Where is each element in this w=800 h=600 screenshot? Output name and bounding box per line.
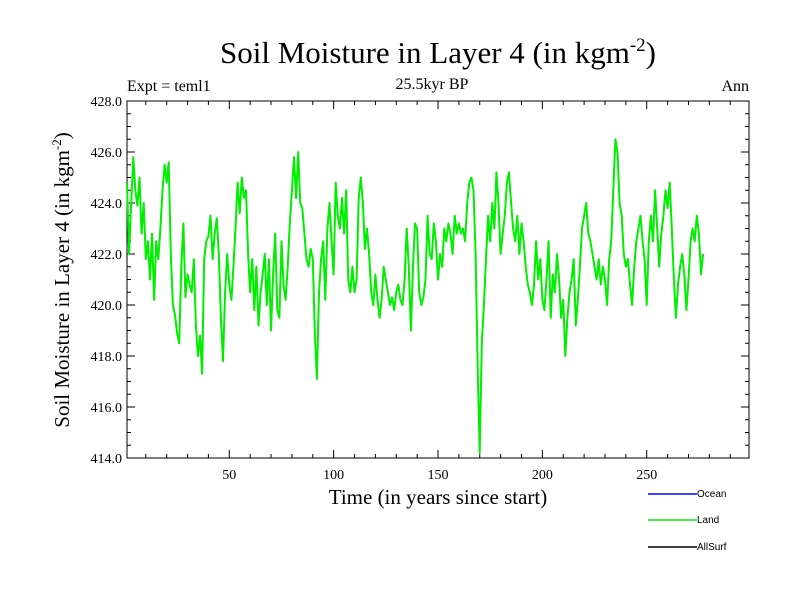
series-line-land xyxy=(126,138,705,454)
title-close: ) xyxy=(646,35,656,70)
x-tick-label: 200 xyxy=(532,468,553,483)
ylabel-close: ) xyxy=(50,132,74,139)
y-tick-label: 420.0 xyxy=(91,299,123,314)
y-axis-label: Soil Moisture in Layer 4 (in kgm-2) xyxy=(49,132,74,427)
x-tick-label: 100 xyxy=(323,468,344,483)
legend-label-ocean: Ocean xyxy=(697,489,726,500)
ylabel-main: Soil Moisture in Layer 4 (in kgm xyxy=(50,150,74,428)
y-tick-label: 416.0 xyxy=(91,401,123,416)
y-tick-label: 424.0 xyxy=(91,197,123,212)
x-axis-label: Time (in years since start) xyxy=(329,485,548,509)
chart-title: Soil Moisture in Layer 4 (in kgm-2) xyxy=(220,35,656,70)
y-tick-label: 422.0 xyxy=(91,248,123,263)
x-axis-ticks: 50 100 150 200 250 xyxy=(145,101,731,483)
period-label: Ann xyxy=(721,78,749,95)
ylabel-superscript: -2 xyxy=(49,139,64,150)
y-tick-label: 418.0 xyxy=(91,350,123,365)
legend: Ocean Land AllSurf xyxy=(648,489,727,553)
y-axis-ticks: 414.0 416.0 418.0 420.0 422.0 424.0 426.0 428.0 xyxy=(91,95,749,467)
x-tick-label: 150 xyxy=(428,468,449,483)
y-tick-label: 414.0 xyxy=(91,452,123,467)
legend-label-allsurf: AllSurf xyxy=(697,542,727,553)
chart-subtitle: 25.5kyr BP xyxy=(396,76,469,93)
experiment-label: Expt = teml1 xyxy=(127,78,211,95)
title-superscript: -2 xyxy=(630,35,646,56)
title-main: Soil Moisture in Layer 4 (in kgm xyxy=(220,35,630,70)
x-tick-label: 50 xyxy=(222,468,236,483)
y-tick-label: 428.0 xyxy=(91,95,123,110)
legend-label-land: Land xyxy=(697,515,719,526)
y-tick-label: 426.0 xyxy=(91,146,123,161)
x-tick-label: 250 xyxy=(636,468,657,483)
